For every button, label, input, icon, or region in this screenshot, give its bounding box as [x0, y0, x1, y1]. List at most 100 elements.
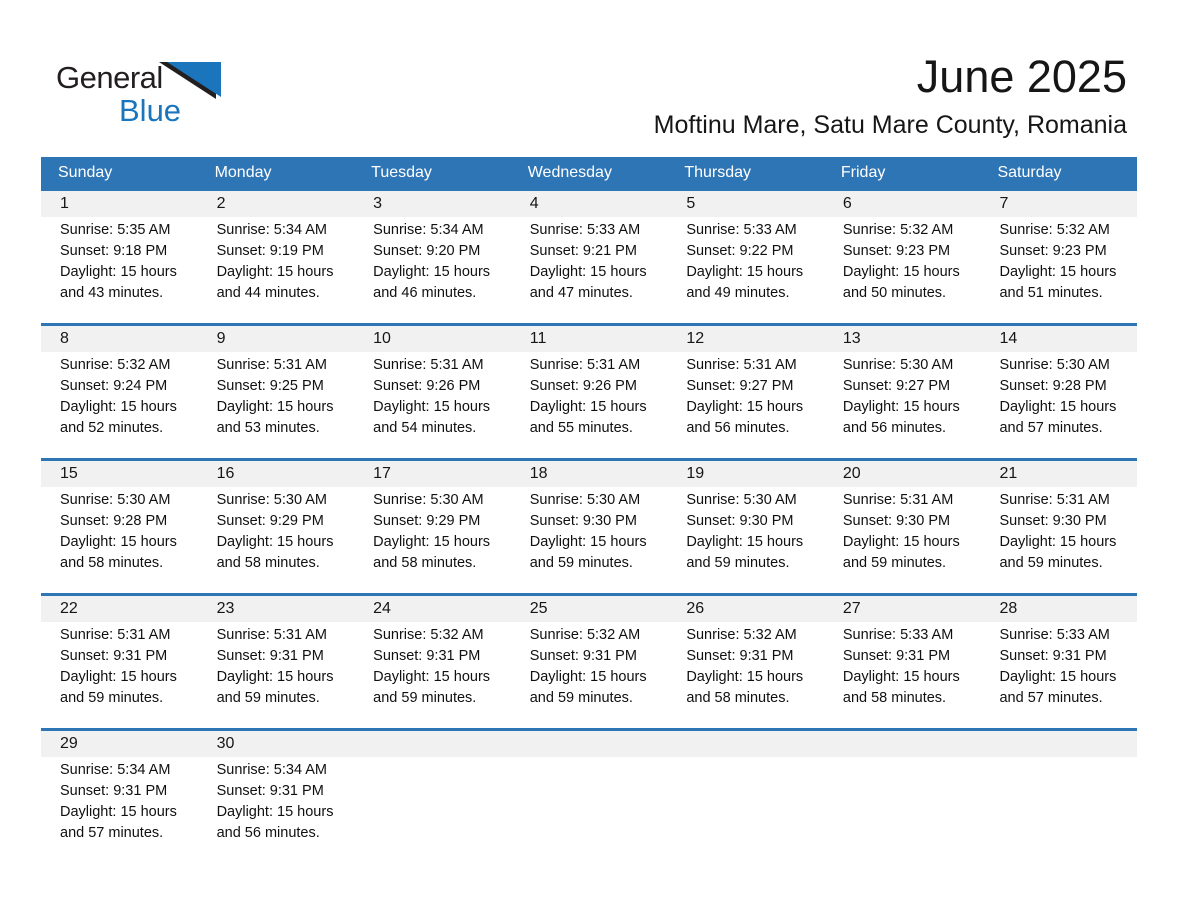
day-cell-details: Sunrise: 5:31 AM Sunset: 9:25 PM Daylight:…: [198, 352, 355, 439]
day-cell-details: Sunrise: 5:34 AM Sunset: 9:31 PM Daylight:…: [41, 757, 198, 844]
day-cell: 25 Sunrise: 5:32 AM Sunset: 9:31 PM Dayligh…: [510, 596, 668, 728]
weekday-header-sunday: Sunday: [58, 164, 113, 181]
day-cell-empty: [510, 731, 668, 863]
day-number: 18: [510, 461, 668, 487]
day-cell-details: Sunrise: 5:30 AM Sunset: 9:27 PM Daylight:…: [824, 352, 981, 439]
daylight-hours-text: Daylight: 15 hours: [216, 804, 334, 820]
sunset-text: Sunset: 9:31 PM: [529, 648, 637, 664]
day-cell: 30 Sunrise: 5:34 AM Sunset: 9:31 PM Dayligh…: [197, 731, 355, 863]
day-number: 9: [197, 326, 355, 352]
day-cell: 26 Sunrise: 5:32 AM Sunset: 9:31 PM Dayligh…: [667, 596, 824, 728]
day-number: 13: [823, 326, 981, 352]
day-number: 19: [667, 461, 824, 487]
day-number: 27: [823, 596, 981, 622]
day-number: 29: [41, 731, 198, 757]
day-number: 20: [823, 461, 981, 487]
day-cell-details: Sunrise: 5:35 AM Sunset: 9:18 PM Daylight:…: [41, 217, 198, 304]
calendar-weeks: 1 Sunrise: 5:35 AM Sunset: 9:18 PM Daylight…: [41, 188, 1138, 863]
day-number: 5: [667, 191, 824, 217]
sunrise-text: Sunrise: 5:31 AM: [216, 357, 327, 373]
sunrise-text: Sunrise: 5:30 AM: [373, 492, 484, 508]
sunrise-text: Sunrise: 5:30 AM: [529, 492, 641, 508]
title-block: June 2025 Moftinu Mare, Satu Mare County…: [654, 52, 1127, 140]
daylight-hours-text: Daylight: 15 hours: [60, 264, 177, 280]
daylight-minutes-text: and 51 minutes.: [999, 285, 1103, 301]
daylight-minutes-text: and 58 minutes.: [60, 555, 164, 571]
week-row: 29 Sunrise: 5:34 AM Sunset: 9:31 PM Dayligh…: [41, 728, 1138, 863]
sunset-text: Sunset: 9:18 PM: [60, 243, 168, 259]
daylight-minutes-text: and 56 minutes.: [842, 420, 947, 436]
daylight-minutes-text: and 49 minutes.: [686, 285, 790, 301]
day-number-band: [354, 731, 511, 757]
daylight-minutes-text: and 46 minutes.: [373, 285, 477, 301]
daylight-hours-text: Daylight: 15 hours: [373, 669, 491, 685]
day-cell-details: Sunrise: 5:33 AM Sunset: 9:31 PM Daylight:…: [824, 622, 981, 709]
sunrise-text: Sunrise: 5:34 AM: [373, 222, 484, 238]
day-cell: 2 Sunrise: 5:34 AM Sunset: 9:19 PM Daylight…: [197, 191, 355, 323]
logo-text-general: General: [56, 60, 163, 95]
sunrise-text: Sunrise: 5:34 AM: [216, 222, 327, 238]
day-cell: 18 Sunrise: 5:30 AM Sunset: 9:30 PM Dayligh…: [510, 461, 668, 593]
day-number: 4: [510, 191, 668, 217]
weekday-header-saturday: Saturday: [997, 164, 1062, 181]
daylight-minutes-text: and 57 minutes.: [999, 420, 1103, 436]
sunrise-text: Sunrise: 5:32 AM: [529, 627, 641, 643]
day-number: 1: [41, 191, 198, 217]
daylight-minutes-text: and 59 minutes.: [216, 690, 320, 706]
daylight-minutes-text: and 44 minutes.: [216, 285, 320, 301]
sunset-text: Sunset: 9:20 PM: [373, 243, 481, 259]
sunrise-text: Sunrise: 5:30 AM: [999, 357, 1110, 373]
daylight-hours-text: Daylight: 15 hours: [216, 534, 334, 550]
logo-triangle-icon: [158, 62, 224, 100]
day-number: 12: [667, 326, 824, 352]
daylight-hours-text: Daylight: 15 hours: [529, 669, 647, 685]
location-subtitle: Moftinu Mare, Satu Mare County, Romania: [653, 110, 1127, 139]
sunset-text: Sunset: 9:23 PM: [999, 243, 1107, 259]
sunrise-text: Sunrise: 5:33 AM: [999, 627, 1110, 643]
daylight-hours-text: Daylight: 15 hours: [529, 399, 647, 415]
sunset-text: Sunset: 9:31 PM: [999, 648, 1107, 664]
daylight-hours-text: Daylight: 15 hours: [842, 264, 960, 280]
sunrise-text: Sunrise: 5:31 AM: [999, 492, 1110, 508]
week-row: 22 Sunrise: 5:31 AM Sunset: 9:31 PM Dayligh…: [41, 593, 1138, 728]
daylight-minutes-text: and 59 minutes.: [842, 555, 947, 571]
day-cell: 8 Sunrise: 5:32 AM Sunset: 9:24 PM Daylight…: [41, 326, 198, 458]
day-number: 30: [197, 731, 355, 757]
sunset-text: Sunset: 9:19 PM: [216, 243, 324, 259]
day-number: 21: [980, 461, 1138, 487]
daylight-hours-text: Daylight: 15 hours: [842, 534, 960, 550]
day-cell-empty: [354, 731, 511, 863]
sunrise-text: Sunrise: 5:31 AM: [686, 357, 797, 373]
logo-triangle-blue: [166, 62, 221, 97]
daylight-minutes-text: and 57 minutes.: [999, 690, 1103, 706]
sunset-text: Sunset: 9:30 PM: [529, 513, 637, 529]
day-number: 10: [354, 326, 511, 352]
daylight-hours-text: Daylight: 15 hours: [529, 264, 647, 280]
daylight-hours-text: Daylight: 15 hours: [999, 264, 1117, 280]
daylight-hours-text: Daylight: 15 hours: [373, 399, 491, 415]
day-number: 25: [510, 596, 668, 622]
sunset-text: Sunset: 9:31 PM: [60, 648, 168, 664]
day-cell-details: Sunrise: 5:34 AM Sunset: 9:31 PM Daylight:…: [198, 757, 355, 844]
daylight-hours-text: Daylight: 15 hours: [373, 264, 491, 280]
daylight-minutes-text: and 57 minutes.: [60, 825, 164, 841]
sunrise-text: Sunrise: 5:35 AM: [60, 222, 171, 238]
sunrise-text: Sunrise: 5:32 AM: [686, 627, 797, 643]
sunset-text: Sunset: 9:21 PM: [529, 243, 637, 259]
daylight-minutes-text: and 47 minutes.: [529, 285, 633, 301]
calendar-table: Sunday Monday Tuesday Wednesday Thursday Frid…: [41, 157, 1138, 863]
daylight-minutes-text: and 43 minutes.: [60, 285, 164, 301]
day-cell-details: Sunrise: 5:33 AM Sunset: 9:31 PM Daylight:…: [980, 622, 1137, 709]
daylight-minutes-text: and 56 minutes.: [686, 420, 790, 436]
day-number-band: [823, 731, 981, 757]
day-cell: 29 Sunrise: 5:34 AM Sunset: 9:31 PM Dayligh…: [41, 731, 198, 863]
daylight-hours-text: Daylight: 15 hours: [842, 669, 960, 685]
daylight-hours-text: Daylight: 15 hours: [842, 399, 960, 415]
day-number: 14: [980, 326, 1138, 352]
week-row: 15 Sunrise: 5:30 AM Sunset: 9:28 PM Dayligh…: [41, 458, 1138, 593]
weekday-header-friday: Friday: [840, 164, 886, 181]
day-cell-details: Sunrise: 5:31 AM Sunset: 9:30 PM Daylight:…: [980, 487, 1137, 574]
day-cell: 10 Sunrise: 5:31 AM Sunset: 9:26 PM Dayligh…: [354, 326, 511, 458]
day-cell-details: Sunrise: 5:30 AM Sunset: 9:28 PM Daylight:…: [980, 352, 1137, 439]
